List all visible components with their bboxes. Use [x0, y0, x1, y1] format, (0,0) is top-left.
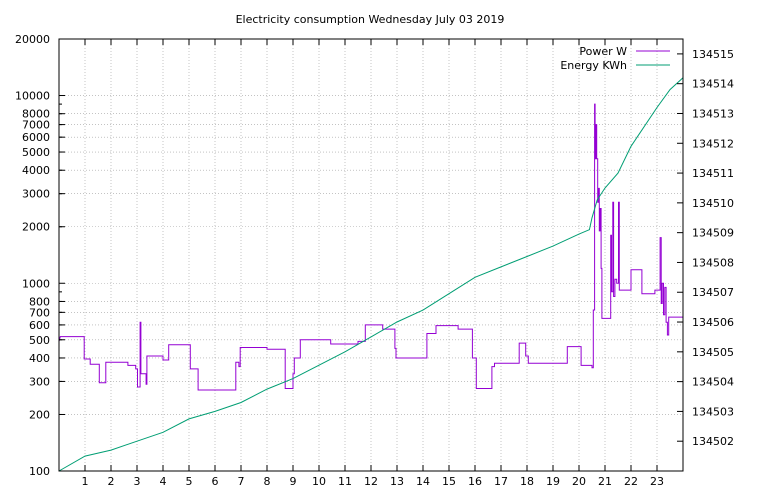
x-tick-label: 14: [416, 475, 430, 488]
y-tick-label: 300: [29, 375, 50, 388]
y-tick-label: 500: [29, 334, 50, 347]
x-tick-label: 13: [390, 475, 404, 488]
x-axis-ticks: 1 2 3 4 5 6 7 8 9 10 11 12 13 14 15 16 17 18 19 20 21 22 23: [82, 39, 664, 488]
y2-axis-ticks: 134502 134503 134504 134505 134506 134507 1345…: [677, 48, 734, 448]
y-tick-label: 7000: [22, 119, 50, 132]
x-tick-label: 1: [82, 475, 89, 488]
y2-tick-label: 134507: [692, 286, 734, 299]
y-tick-label: 400: [29, 352, 50, 365]
x-tick-label: 22: [624, 475, 638, 488]
x-tick-label: 19: [546, 475, 560, 488]
x-tick-label: 16: [468, 475, 482, 488]
y2-tick-label: 134508: [692, 256, 734, 269]
y-tick-label: 20000: [15, 33, 50, 46]
x-tick-label: 8: [264, 475, 271, 488]
x-tick-label: 3: [134, 475, 141, 488]
x-tick-label: 20: [572, 475, 586, 488]
legend-label-power: Power W: [579, 45, 627, 58]
y2-tick-label: 134503: [692, 405, 734, 418]
y2-tick-label: 134511: [692, 167, 734, 180]
legend-label-energy: Energy KWh: [560, 59, 627, 72]
y-tick-label: 700: [29, 306, 50, 319]
x-tick-label: 23: [650, 475, 664, 488]
x-tick-label: 9: [290, 475, 297, 488]
y-tick-label: 800: [29, 295, 50, 308]
legend: Power W Energy KWh: [560, 45, 670, 72]
x-tick-label: 2: [108, 475, 115, 488]
x-tick-label: 12: [364, 475, 378, 488]
y2-tick-label: 134504: [692, 376, 734, 389]
y2-tick-label: 134506: [692, 316, 734, 329]
y-tick-label: 4000: [22, 164, 50, 177]
y-tick-label: 5000: [22, 146, 50, 159]
x-tick-label: 11: [338, 475, 352, 488]
y2-tick-label: 134509: [692, 227, 734, 240]
y-tick-label: 100: [29, 465, 50, 478]
x-tick-label: 4: [160, 475, 167, 488]
x-tick-label: 6: [212, 475, 219, 488]
x-tick-label: 10: [312, 475, 326, 488]
y-tick-label: 8000: [22, 108, 50, 121]
series-layer: [58, 77, 684, 472]
y-tick-label: 200: [29, 408, 50, 421]
y-tick-label: 6000: [22, 131, 50, 144]
x-tick-label: 7: [238, 475, 245, 488]
y-tick-label: 600: [29, 319, 50, 332]
y2-tick-label: 134505: [692, 346, 734, 359]
x-tick-label: 21: [598, 475, 612, 488]
y2-tick-label: 134502: [692, 435, 734, 448]
x-tick-label: 18: [520, 475, 534, 488]
y2-tick-label: 134513: [692, 107, 734, 120]
y2-tick-label: 134514: [692, 78, 734, 91]
y-tick-label: 3000: [22, 188, 50, 201]
y2-tick-label: 134515: [692, 48, 734, 61]
power-w-series-line: [58, 103, 683, 391]
y2-tick-label: 134512: [692, 137, 734, 150]
x-tick-label: 17: [494, 475, 508, 488]
x-tick-label: 15: [442, 475, 456, 488]
y-tick-label: 2000: [22, 221, 50, 234]
y-tick-label: 10000: [15, 90, 50, 103]
grid-lines: [59, 39, 683, 471]
energy-kwh-series-line: [58, 77, 684, 472]
y-tick-label: 1000: [22, 277, 50, 290]
chart-title: Electricity consumption Wednesday July 0…: [236, 13, 505, 26]
y2-tick-label: 134510: [692, 197, 734, 210]
x-tick-label: 5: [186, 475, 193, 488]
